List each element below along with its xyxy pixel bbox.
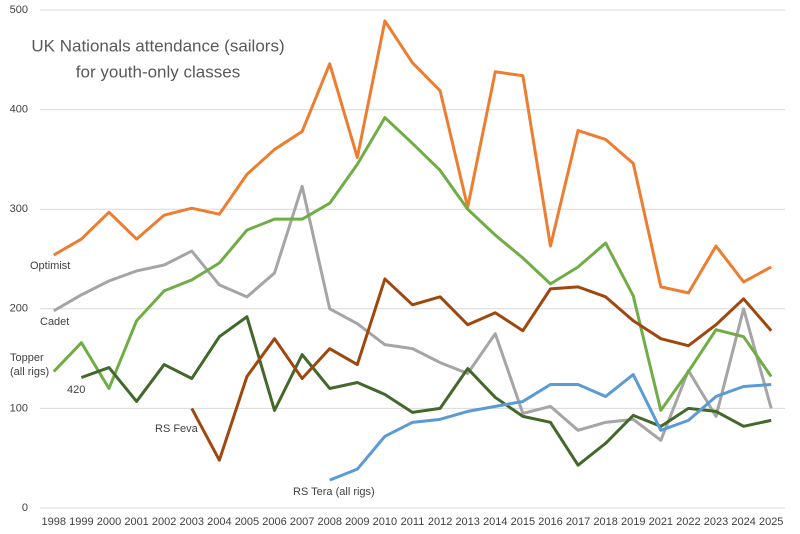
chart-title: UK Nationals attendance (sailors): [31, 36, 284, 55]
x-tick-label: 2000: [97, 516, 121, 528]
series-label: RS Tera (all rigs): [293, 486, 375, 498]
series-label: Cadet: [40, 316, 69, 328]
x-tick-label: 2001: [124, 516, 148, 528]
x-tick-label: 2009: [345, 516, 369, 528]
x-tick-label: 1999: [69, 516, 93, 528]
x-tick-label: 2005: [235, 516, 259, 528]
x-tick-label: 2010: [373, 516, 397, 528]
y-tick-label: 400: [10, 104, 28, 116]
x-tick-label: 2021: [649, 516, 673, 528]
chart-subtitle: for youth-only classes: [76, 62, 240, 81]
x-tick-label: 2014: [483, 516, 507, 528]
x-tick-label: 2006: [262, 516, 286, 528]
x-tick-label: 2013: [455, 516, 479, 528]
x-tick-label: 2011: [401, 516, 425, 528]
series-line: [52, 116, 773, 412]
x-tick-label: 2007: [290, 516, 314, 528]
x-tick-label: 2025: [759, 516, 783, 528]
x-tick-label: 2008: [317, 516, 341, 528]
x-tick-label: 2022: [676, 516, 700, 528]
series-label: RS Feva: [155, 423, 199, 435]
series-label-part: Topper: [10, 352, 44, 364]
series-line: [53, 19, 772, 295]
series-label: 420: [67, 384, 85, 396]
y-tick-label: 0: [22, 502, 28, 514]
y-tick-label: 100: [10, 402, 28, 414]
series-line: [329, 373, 772, 482]
y-tick-label: 300: [10, 203, 28, 215]
x-tick-label: 2002: [152, 516, 176, 528]
series-line: [190, 277, 773, 462]
y-tick-label: 500: [10, 4, 28, 16]
y-tick-label: 200: [10, 303, 28, 315]
x-tick-label: 2003: [180, 516, 204, 528]
x-tick-label: 2012: [428, 516, 452, 528]
series-line: [53, 184, 773, 442]
x-tick-label: 2016: [538, 516, 562, 528]
series-label-part: (all rigs): [10, 366, 49, 378]
x-tick-label: 2015: [511, 516, 535, 528]
x-tick-label: 2023: [704, 516, 728, 528]
x-tick-label: 2004: [207, 516, 231, 528]
series-label: Optimist: [30, 260, 70, 272]
x-tick-label: 2024: [731, 516, 755, 528]
x-tick-label: 2019: [621, 516, 645, 528]
x-tick-label: 2017: [566, 516, 590, 528]
x-tick-label: 1998: [42, 516, 66, 528]
x-tick-label: 2018: [593, 516, 617, 528]
series-line: [80, 315, 772, 467]
